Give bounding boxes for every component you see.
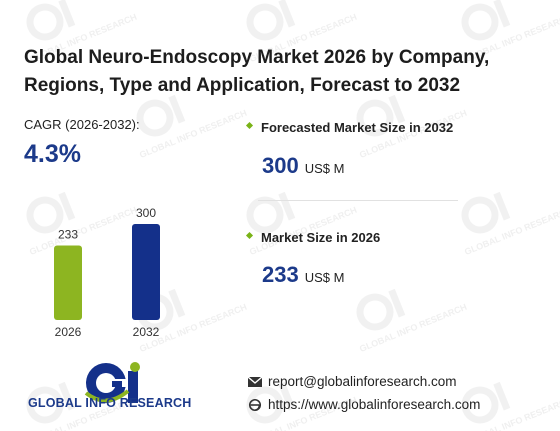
watermark-mark: GLOBAL INFO RESEARCH (461, 191, 560, 257)
current-unit: US$ M (304, 270, 345, 285)
cagr-label: CAGR (2026-2032): (24, 117, 140, 132)
svg-text:GLOBAL INFO RESEARCH: GLOBAL INFO RESEARCH (358, 302, 468, 354)
watermark-mark: GLOBAL INFO RESEARCH (246, 381, 358, 431)
bar-2032 (132, 224, 160, 320)
brand-name: GLOBAL INFO RESEARCH (28, 396, 192, 410)
forecast-unit: US$ M (304, 161, 345, 176)
watermark-mark: GLOBAL INFO RESEARCH (461, 381, 560, 431)
divider (258, 200, 458, 201)
svg-text:GLOBAL INFO RESEARCH: GLOBAL INFO RESEARCH (138, 108, 248, 160)
email-contact[interactable]: report@globalinforesearch.com (247, 374, 457, 389)
current-value-row: 233 US$ M (262, 262, 344, 288)
cagr-value: 4.3% (24, 140, 81, 168)
tick-label-2026: 2026 (55, 325, 82, 339)
email-icon (247, 375, 263, 387)
forecast-value-row: 300 US$ M (262, 153, 344, 179)
current-value: 233 (262, 262, 299, 287)
bar-2026 (54, 245, 82, 320)
website-contact[interactable]: https://www.globalinforesearch.com (247, 397, 480, 412)
svg-text:GLOBAL INFO RESEARCH: GLOBAL INFO RESEARCH (463, 205, 560, 257)
bullet-icon (245, 232, 254, 240)
current-metric: Market Size in 2026 (245, 229, 381, 247)
data-label-2026: 233 (58, 227, 78, 241)
forecast-label: Forecasted Market Size in 2032 (261, 120, 454, 135)
data-label-2032: 300 (136, 206, 156, 220)
bullet-icon (245, 122, 254, 130)
forecast-value: 300 (262, 153, 299, 178)
email-link[interactable]: report@globalinforesearch.com (268, 374, 457, 389)
current-label: Market Size in 2026 (261, 230, 381, 245)
website-link[interactable]: https://www.globalinforesearch.com (268, 397, 481, 412)
tick-label-2032: 2032 (133, 325, 160, 339)
watermark-mark: GLOBAL INFO RESEARCH (356, 288, 468, 354)
forecast-metric: Forecasted Market Size in 2032 (245, 119, 454, 137)
page-title: Global Neuro-Endoscopy Market 2026 by Co… (24, 47, 490, 96)
globe-icon (248, 398, 262, 411)
brand-logo (84, 362, 140, 403)
market-size-bar-chart: 233 2026 300 2032 (54, 206, 160, 339)
